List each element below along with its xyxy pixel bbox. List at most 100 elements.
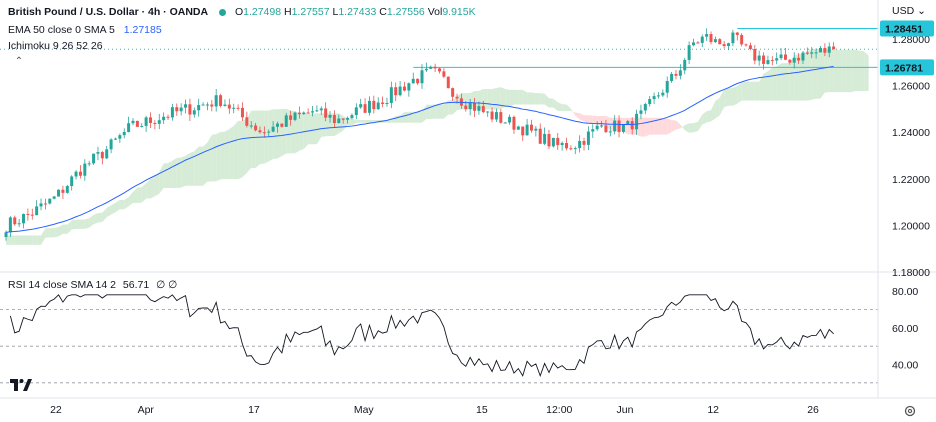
cloud-segment <box>6 235 11 245</box>
candle-body <box>4 232 8 238</box>
cloud-segment <box>448 100 453 115</box>
candle-body <box>205 104 209 106</box>
cloud-segment <box>84 218 90 229</box>
cloud-segment <box>478 89 484 110</box>
candle-body <box>197 105 201 111</box>
cloud-segment <box>172 158 177 188</box>
cloud-segment <box>693 121 698 133</box>
cloud-segment <box>168 160 173 188</box>
cloud-segment <box>97 212 103 223</box>
candle-body <box>529 124 533 131</box>
candle-body <box>262 132 266 134</box>
cloud-segment <box>211 134 217 182</box>
candle-body <box>341 118 345 120</box>
price-pane <box>0 27 878 245</box>
collapse-legend-icon[interactable]: ⌃ <box>14 56 24 67</box>
candle-body <box>30 214 34 216</box>
cloud-segment <box>851 49 856 93</box>
candle-body <box>827 46 831 53</box>
cloud-segment <box>58 224 63 237</box>
candle-body <box>175 107 179 112</box>
cloud-segment <box>290 110 296 154</box>
cloud-segment <box>338 113 344 134</box>
candle-body <box>656 95 660 97</box>
candle-body <box>324 108 328 118</box>
candle-body <box>516 126 520 130</box>
candle-body <box>481 106 485 113</box>
cloud-segment <box>557 102 563 112</box>
time-tick-label: Jun <box>617 404 634 416</box>
ichimoku-cloud <box>6 48 869 245</box>
cloud-segment <box>746 81 751 101</box>
rsi-legend[interactable]: RSI 14 close SMA 14 2 56.71 ∅ ∅ <box>8 279 177 291</box>
cloud-segment <box>597 115 602 126</box>
cloud-segment <box>605 115 611 131</box>
candle-body <box>591 129 595 132</box>
cloud-segment <box>728 88 733 106</box>
cloud-segment <box>531 92 536 105</box>
candle-body <box>464 105 468 110</box>
price-tick-label: 1.26000 <box>892 81 930 93</box>
cloud-segment <box>842 49 847 93</box>
price-tick-label: 1.24000 <box>892 127 930 139</box>
candle-body <box>762 55 766 64</box>
cloud-segment <box>430 104 436 119</box>
cloud-segment <box>776 63 782 101</box>
ohlc-low: L1.27433 <box>332 6 377 18</box>
candle-body <box>648 99 652 105</box>
ema-legend[interactable]: EMA 50 close 0 SMA 5 1.27185 <box>8 24 162 37</box>
cloud-segment <box>124 196 129 210</box>
candle-body <box>683 59 687 71</box>
ichimoku-legend[interactable]: Ichimoku 9 26 52 26 <box>8 40 103 53</box>
rsi-extra: ∅ ∅ <box>156 279 178 291</box>
candle-body <box>210 104 214 107</box>
candle-body <box>135 120 139 127</box>
cloud-segment <box>527 92 532 105</box>
candle-body <box>718 39 722 45</box>
cloud-segment <box>10 235 15 245</box>
cloud-segment <box>724 88 729 108</box>
candle-body <box>740 34 744 45</box>
candle-body <box>170 107 174 118</box>
cloud-segment <box>76 219 81 229</box>
candle-body <box>573 148 577 150</box>
candle-body <box>346 117 350 120</box>
cloud-segment <box>220 131 225 180</box>
cloud-segment <box>675 120 681 130</box>
cloud-segment <box>584 115 589 124</box>
candle-body <box>184 104 188 108</box>
cloud-segment <box>662 118 668 135</box>
cloud-segment <box>277 109 282 159</box>
ema-label: EMA 50 close 0 SMA 5 <box>8 24 115 36</box>
candle-body <box>700 36 704 43</box>
candle-body <box>665 81 669 93</box>
candle-body <box>337 118 341 124</box>
candle-body <box>512 116 516 130</box>
candle-body <box>626 121 630 125</box>
candle-body <box>201 104 205 106</box>
cloud-segment <box>855 49 860 91</box>
candle-body <box>389 87 393 103</box>
cloud-segment <box>811 48 817 100</box>
candle-body <box>385 102 389 104</box>
gear-icon[interactable] <box>903 404 917 418</box>
candle-body <box>376 102 380 110</box>
candle-body <box>661 92 665 96</box>
cloud-segment <box>163 163 169 188</box>
candle-body <box>131 120 135 124</box>
cloud-segment <box>689 123 694 133</box>
cloud-segment <box>132 187 138 203</box>
candle-body <box>748 45 752 49</box>
cloud-segment <box>181 155 186 188</box>
candle-body <box>332 114 336 124</box>
candle-body <box>105 149 109 159</box>
cloud-segment <box>255 110 260 168</box>
cloud-segment <box>273 109 278 159</box>
cloud-segment <box>45 228 50 238</box>
cloud-segment <box>80 219 85 229</box>
cloud-segment <box>203 142 208 186</box>
cloud-segment <box>816 48 821 99</box>
candle-body <box>792 57 796 63</box>
candle-body <box>832 46 836 50</box>
